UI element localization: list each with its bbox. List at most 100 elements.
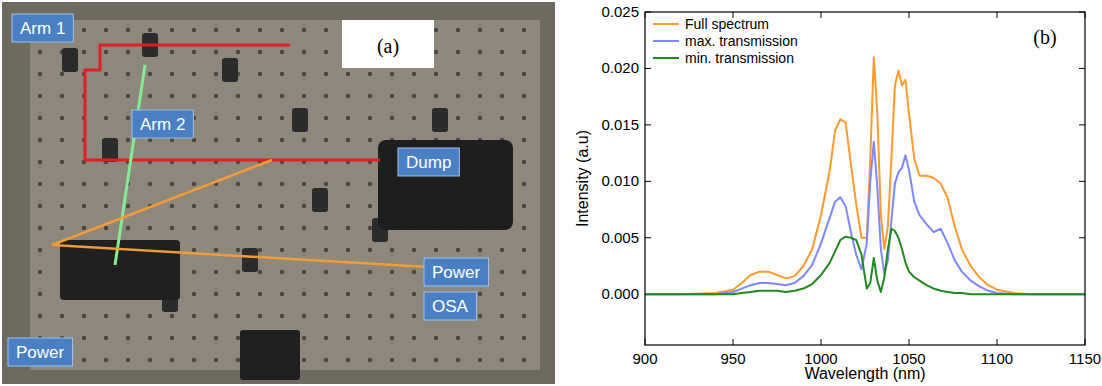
table-hole bbox=[192, 50, 196, 54]
table-hole bbox=[192, 204, 196, 208]
table-hole bbox=[126, 226, 130, 230]
table-hole bbox=[38, 72, 42, 76]
legend-swatch bbox=[653, 23, 679, 25]
table-hole bbox=[522, 204, 526, 208]
photo-background bbox=[2, 2, 555, 384]
y-tick-label: 0.020 bbox=[601, 59, 639, 76]
table-hole bbox=[236, 182, 240, 186]
stage bbox=[240, 330, 300, 380]
beam-red bbox=[120, 44, 290, 47]
photo-panel: Arm 1Arm 2DumpPowerOSAPower(a) bbox=[2, 2, 555, 384]
table-hole bbox=[324, 292, 328, 296]
table-hole bbox=[280, 204, 284, 208]
plot-area bbox=[645, 57, 1085, 294]
table-hole bbox=[38, 50, 42, 54]
table-hole bbox=[60, 160, 64, 164]
table-hole bbox=[434, 248, 438, 252]
table-hole bbox=[280, 226, 284, 230]
table-hole bbox=[170, 94, 174, 98]
table-hole bbox=[60, 116, 64, 120]
table-hole bbox=[324, 94, 328, 98]
optic-mount bbox=[432, 108, 448, 132]
figure: Arm 1Arm 2DumpPowerOSAPower(a)9009501000… bbox=[0, 0, 1102, 386]
table-hole bbox=[214, 358, 218, 362]
table-hole bbox=[368, 358, 372, 362]
table-hole bbox=[82, 50, 86, 54]
table-hole bbox=[522, 50, 526, 54]
table-hole bbox=[82, 28, 86, 32]
table-hole bbox=[192, 292, 196, 296]
table-hole bbox=[236, 248, 240, 252]
table-hole bbox=[302, 138, 306, 142]
table-hole bbox=[38, 138, 42, 142]
table-hole bbox=[236, 336, 240, 340]
beam-red bbox=[85, 45, 380, 160]
table-hole bbox=[236, 292, 240, 296]
table-hole bbox=[82, 336, 86, 340]
x-tick-label: 900 bbox=[632, 350, 657, 367]
table-hole bbox=[522, 358, 526, 362]
table-hole bbox=[478, 336, 482, 340]
table-hole bbox=[368, 204, 372, 208]
y-tick-label: 0.000 bbox=[601, 285, 639, 302]
table-hole bbox=[390, 314, 394, 318]
beam-green bbox=[115, 65, 145, 265]
table-hole bbox=[456, 116, 460, 120]
table-hole bbox=[192, 336, 196, 340]
table-hole bbox=[82, 204, 86, 208]
legend-swatch bbox=[653, 57, 679, 59]
table-hole bbox=[368, 336, 372, 340]
table-hole bbox=[104, 314, 108, 318]
x-tick-label: 1150 bbox=[1069, 350, 1101, 367]
table-hole bbox=[214, 248, 218, 252]
table-hole bbox=[324, 28, 328, 32]
table-hole bbox=[522, 116, 526, 120]
table-hole bbox=[434, 358, 438, 362]
table-hole bbox=[104, 204, 108, 208]
beam-orange bbox=[52, 160, 445, 268]
table-hole bbox=[126, 50, 130, 54]
table-hole bbox=[60, 138, 64, 142]
series-line bbox=[645, 142, 1085, 294]
table-hole bbox=[280, 50, 284, 54]
y-tick-right bbox=[1079, 68, 1085, 69]
table-hole bbox=[390, 94, 394, 98]
table-hole bbox=[192, 72, 196, 76]
table-hole bbox=[412, 116, 416, 120]
table-hole bbox=[148, 72, 152, 76]
table-hole bbox=[126, 116, 130, 120]
table-hole bbox=[104, 336, 108, 340]
table-hole bbox=[258, 72, 262, 76]
table-hole bbox=[214, 292, 218, 296]
table-hole bbox=[302, 270, 306, 274]
table-hole bbox=[500, 358, 504, 362]
table-hole bbox=[368, 138, 372, 142]
table-hole bbox=[192, 226, 196, 230]
table-hole bbox=[302, 182, 306, 186]
table-hole bbox=[302, 28, 306, 32]
table-hole bbox=[214, 204, 218, 208]
table-hole bbox=[324, 358, 328, 362]
table-hole bbox=[104, 182, 108, 186]
y-tick-right bbox=[1079, 181, 1085, 182]
label-text: OSA bbox=[432, 297, 469, 316]
label-text: Power bbox=[16, 343, 65, 362]
table-hole bbox=[522, 226, 526, 230]
table-hole bbox=[456, 50, 460, 54]
table-hole bbox=[346, 226, 350, 230]
table-hole bbox=[280, 94, 284, 98]
table-hole bbox=[500, 116, 504, 120]
photo-label: Arm 2 bbox=[132, 110, 193, 138]
photo-label: OSA bbox=[424, 292, 477, 320]
label-text: Dump bbox=[406, 153, 451, 172]
y-tick bbox=[645, 237, 651, 238]
table-hole bbox=[368, 182, 372, 186]
table-hole bbox=[302, 94, 306, 98]
table-hole bbox=[324, 182, 328, 186]
optic-mount bbox=[102, 138, 118, 162]
table-hole bbox=[214, 270, 218, 274]
table-hole bbox=[478, 292, 482, 296]
table-hole bbox=[324, 72, 328, 76]
table-hole bbox=[434, 28, 438, 32]
table-hole bbox=[412, 72, 416, 76]
